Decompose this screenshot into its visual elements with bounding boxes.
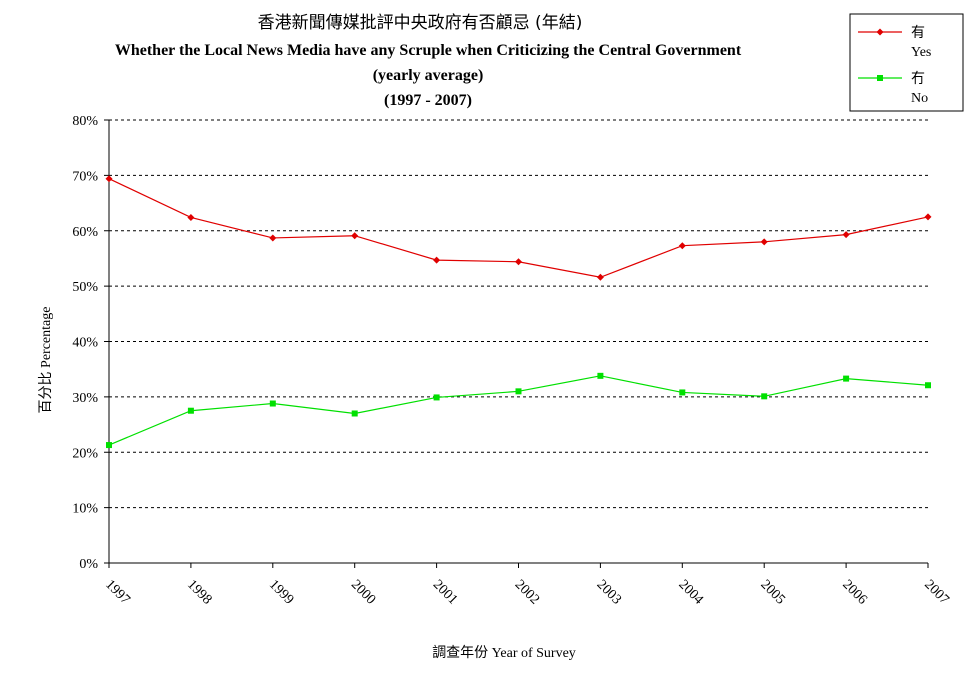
data-point-no [433, 394, 440, 401]
legend-label-en: Yes [911, 45, 931, 60]
data-point-no [843, 375, 850, 382]
y-tick-labels: 0% 10% 20% 30% 40% 50% 60% 70% 80% [72, 114, 98, 572]
series-line-no [108, 375, 929, 446]
data-point-no [351, 410, 358, 417]
data-point-no [761, 393, 768, 400]
x-tick-labels: 1997 1998 1999 2000 2001 2002 2003 2004 2005 2006… [102, 577, 951, 607]
x-tick-label: 2005 [757, 577, 787, 607]
x-tick-label: 2006 [839, 577, 869, 607]
data-point-yes [269, 234, 277, 242]
legend-label-zh: 冇 [911, 71, 925, 87]
data-point-no [679, 389, 686, 396]
legend-marker-yes [876, 28, 884, 36]
data-point-yes [433, 256, 441, 264]
data-point-no [269, 400, 276, 407]
y-tick-label: 80% [72, 114, 98, 129]
y-tick-label: 30% [72, 391, 98, 406]
x-tick-label: 2007 [921, 577, 951, 607]
chart-title: 香港新聞傳媒批評中央政府有否顧忌 (年結) Whether the Local … [115, 13, 742, 109]
data-point-yes [187, 213, 195, 221]
data-point-yes [924, 213, 932, 221]
legend-marker-no [877, 75, 883, 81]
chart-title-en: Whether the Local News Media have any Sc… [115, 42, 742, 59]
chart-title-zh: 香港新聞傳媒批評中央政府有否顧忌 (年結) [258, 13, 583, 33]
x-tick-label: 1997 [102, 577, 132, 607]
data-point-yes [351, 232, 359, 240]
x-tick-label: 2002 [512, 577, 542, 607]
y-tick-label: 10% [72, 502, 98, 517]
data-point-yes [596, 273, 604, 281]
y-tick-label: 60% [72, 225, 98, 240]
data-point-yes [760, 238, 768, 246]
chart-period: (1997 - 2007) [384, 92, 472, 109]
data-point-yes [515, 258, 522, 266]
data-point-no [187, 407, 194, 414]
legend-label-en: No [911, 91, 928, 106]
x-tick-label: 2001 [430, 577, 460, 607]
y-tick-label: 50% [72, 280, 98, 295]
x-tick-label: 2003 [594, 577, 624, 607]
data-point-no [925, 382, 931, 389]
x-axis-label: 調查年份 Year of Survey [432, 645, 576, 661]
x-tick-label: 2004 [675, 577, 705, 607]
data-point-yes [105, 175, 113, 183]
y-axis-label: 百分比 Percentage [38, 307, 54, 414]
legend-box [849, 13, 964, 112]
series [105, 175, 932, 449]
data-point-no [597, 372, 604, 379]
gridlines [109, 119, 928, 509]
y-tick-label: 40% [72, 336, 98, 351]
chart-subtitle: (yearly average) [373, 67, 484, 84]
x-tick-label: 1998 [184, 577, 214, 607]
legend-label-zh: 有 [911, 25, 925, 41]
x-tick-label: 1999 [266, 577, 296, 607]
data-point-no [106, 442, 112, 449]
legend: 有 Yes 冇 No [849, 13, 964, 112]
data-point-yes [678, 242, 686, 250]
data-point-yes [842, 231, 850, 239]
axes [104, 119, 929, 568]
y-tick-label: 70% [72, 169, 98, 184]
y-tick-label: 20% [72, 446, 98, 461]
y-tick-label: 0% [79, 557, 98, 572]
data-point-no [515, 388, 522, 395]
x-tick-label: 2000 [348, 577, 378, 607]
